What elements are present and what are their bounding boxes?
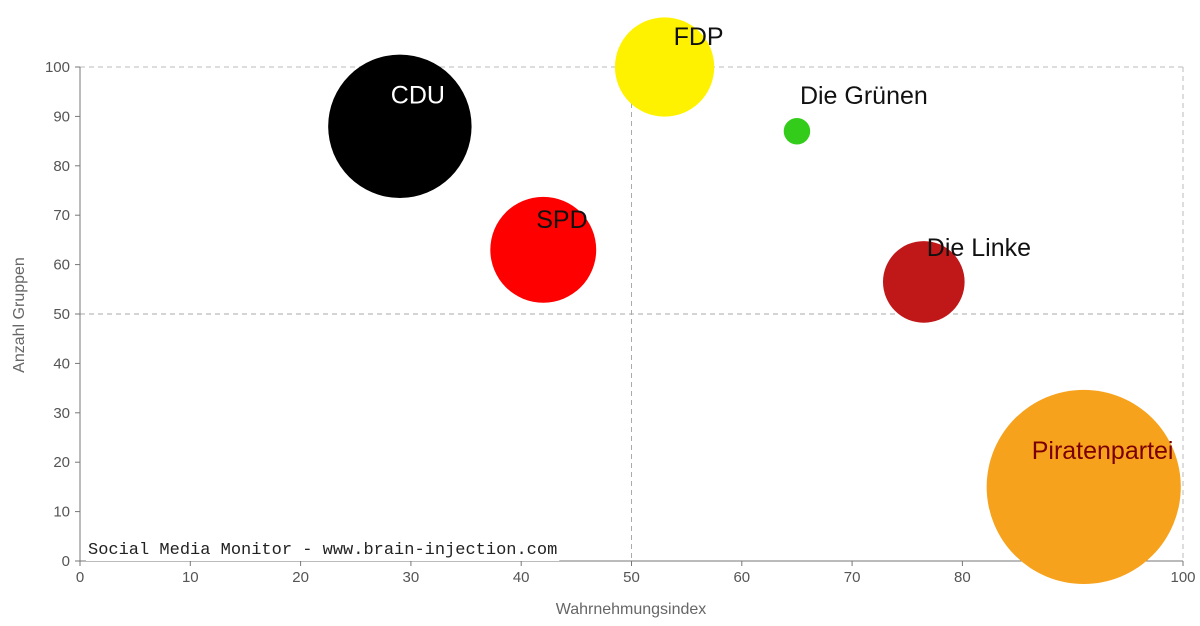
x-axis-title: Wahrnehmungsindex [556,601,707,618]
y-tick-label: 0 [62,553,70,570]
x-tick-label: 30 [403,569,420,586]
y-axis-title: Anzahl Gruppen [11,257,28,373]
bubble-label-piratenpartei: Piratenpartei [1032,437,1174,465]
bubble-label-spd: SPD [536,206,587,234]
x-tick-label: 70 [844,569,861,586]
x-tick-label: 40 [513,569,530,586]
x-tick-label: 50 [623,569,640,586]
y-tick-label: 20 [53,454,70,471]
bubble-spd [490,196,597,303]
x-tick-label: 10 [182,569,199,586]
y-tick-label: 50 [53,306,70,323]
bubble-labels: CDU FDP Die Grünen SPD Die Linke Piratenparte… [391,23,1174,465]
x-tick-label: 60 [733,569,750,586]
x-tick-label: 20 [292,569,309,586]
bubble-label-cdu: CDU [391,81,445,109]
bubble-piratenpartei [986,389,1181,584]
bubble-die-linke [882,241,965,323]
bubble-label-fdp: FDP [674,23,724,51]
y-tick-label: 70 [53,207,70,224]
x-tick-label: 100 [1170,569,1195,586]
y-tick-label: 90 [53,108,70,125]
y-tick-label: 100 [45,59,70,76]
axis-ticks: 0102030405060708090100010203040506070809… [45,59,1196,586]
bubble-fdp [614,17,715,117]
bubble-die-gr-nen [783,117,811,145]
bubble-label-die-linke: Die Linke [927,234,1031,262]
y-tick-label: 10 [53,504,70,521]
y-tick-label: 40 [53,355,70,372]
bubble-label-die-gr-nen: Die Grünen [800,82,928,110]
bubble-cdu [328,54,472,198]
y-tick-label: 80 [53,158,70,175]
y-tick-label: 60 [53,257,70,274]
x-tick-label: 80 [954,569,971,586]
bubble-series [328,17,1181,584]
watermark-text: Social Media Monitor - www.brain-injecti… [88,541,557,560]
y-tick-label: 30 [53,405,70,422]
x-tick-label: 0 [76,569,84,586]
watermark-backdrop [86,540,560,561]
